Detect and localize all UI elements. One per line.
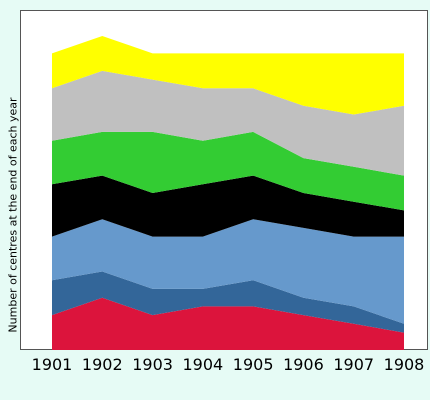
y-axis-label: Number of centres at the end of each yea… [6, 97, 20, 333]
area-series-7 [52, 36, 404, 115]
x-tick-label: 1904 [182, 355, 223, 374]
x-tick-label: 1901 [32, 355, 73, 374]
area-series-5 [52, 131, 404, 211]
x-tick-label: 1906 [283, 355, 324, 374]
area-series-4 [52, 175, 404, 237]
x-tick-label: 1907 [333, 355, 374, 374]
x-tick-label: 1902 [82, 355, 123, 374]
area-series-6 [52, 70, 404, 176]
area-series-1 [52, 297, 404, 350]
area-series-3 [52, 219, 404, 324]
area-series-2 [52, 271, 404, 333]
x-tick-label: 1903 [132, 355, 173, 374]
x-tick-label: 1905 [233, 355, 274, 374]
x-tick-label: 1908 [384, 355, 425, 374]
